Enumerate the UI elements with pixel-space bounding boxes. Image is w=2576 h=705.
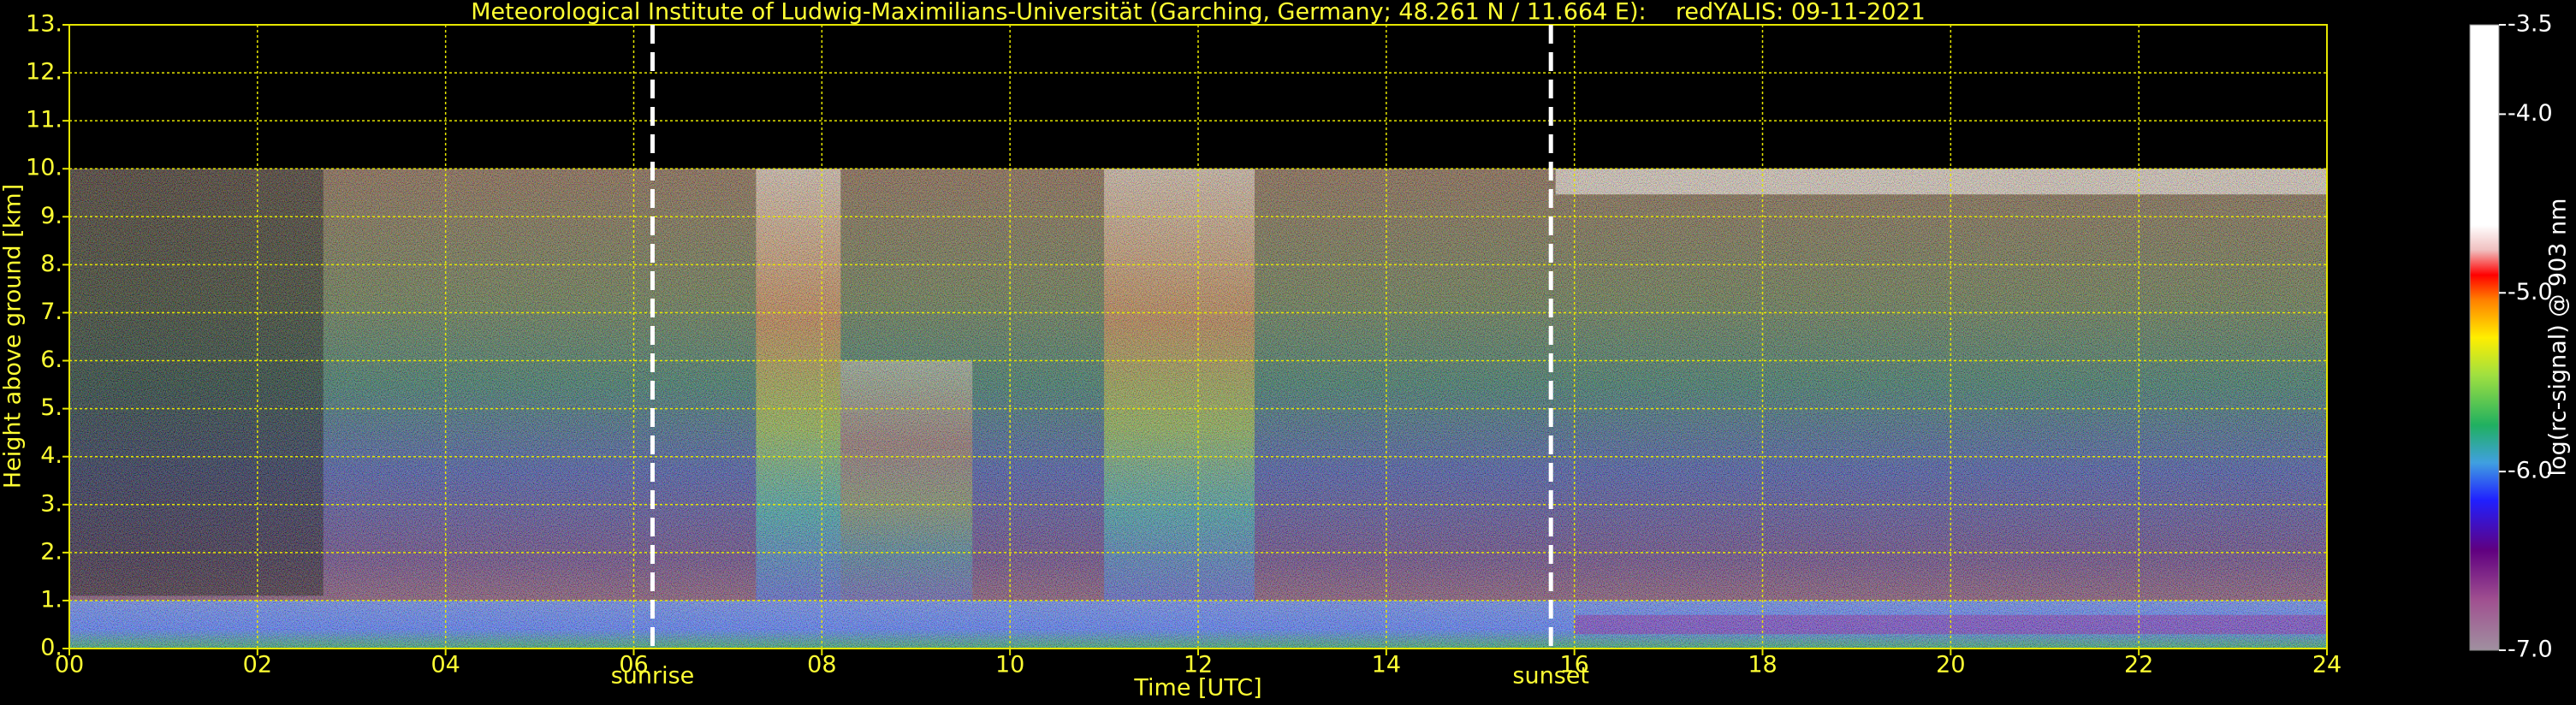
x-axis-label: Time [UTC] — [1133, 675, 1261, 702]
y-tick-label: 3. — [40, 490, 62, 517]
annotation-label: sunrise — [611, 663, 695, 690]
y-tick-label: 11. — [26, 107, 62, 133]
y-tick-label: 6. — [40, 347, 62, 373]
x-tick-label: 16 — [1559, 652, 1588, 678]
colorbar-tick-label: -6.0 — [2508, 458, 2553, 484]
x-tick-label: 04 — [430, 652, 460, 678]
y-tick-label: 0. — [40, 635, 62, 661]
x-tick-label: 22 — [2124, 652, 2153, 678]
colorbar-tick-label: -4.0 — [2508, 100, 2553, 127]
y-tick-label: 2. — [40, 538, 62, 565]
chart-title: Meteorological Institute of Ludwig-Maxim… — [471, 0, 1926, 26]
colorbar-tick-label: -3.5 — [2508, 11, 2553, 38]
colorbar-label: log(rc-signal) @ 903 nm — [2545, 198, 2572, 477]
x-tick-label: 14 — [1372, 652, 1401, 678]
x-tick-label: 00 — [55, 652, 84, 678]
colorbar-tick-label: -7.0 — [2508, 637, 2553, 663]
x-tick-label: 08 — [807, 652, 836, 678]
x-tick-label: 10 — [995, 652, 1024, 678]
y-tick-label: 13. — [26, 11, 62, 38]
y-tick-label: 12. — [26, 59, 62, 86]
x-tick-label: 20 — [1936, 652, 1965, 678]
y-tick-label: 5. — [40, 394, 62, 421]
x-tick-label: 12 — [1184, 652, 1213, 678]
y-tick-label: 8. — [40, 251, 62, 277]
x-tick-label: 06 — [619, 652, 648, 678]
y-tick-label: 10. — [26, 155, 62, 181]
y-axis-label: Height above ground [km] — [0, 184, 27, 489]
y-tick-label: 9. — [40, 203, 62, 229]
y-tick-label: 4. — [40, 442, 62, 469]
x-tick-label: 24 — [2312, 652, 2342, 678]
y-tick-label: 7. — [40, 299, 62, 325]
x-tick-label: 18 — [1748, 652, 1777, 678]
y-tick-label: 1. — [40, 586, 62, 613]
colorbar — [2469, 24, 2500, 651]
annotation-label: sunset — [1512, 663, 1589, 690]
x-tick-label: 02 — [243, 652, 272, 678]
colorbar-tick-label: -5.0 — [2508, 279, 2553, 305]
